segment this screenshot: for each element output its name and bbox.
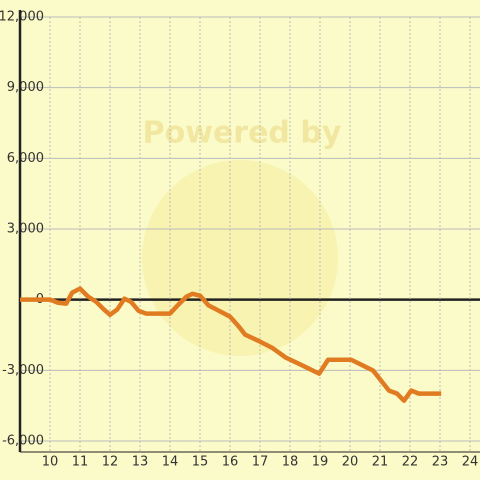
y-tick-label: 9,000	[7, 80, 44, 95]
x-tick-label: 16	[222, 455, 239, 470]
x-tick-label: 19	[312, 455, 329, 470]
line	[20, 286, 442, 403]
x-tick-label: 12	[102, 455, 119, 470]
y-tick-label: -3,000	[2, 363, 44, 378]
x-tick-label: 24	[462, 455, 479, 470]
x-tick-label: 11	[72, 455, 89, 470]
watermark: Powered by	[143, 116, 342, 151]
x-tick-label: 22	[402, 455, 419, 470]
y-tick-label: 6,000	[7, 151, 44, 166]
y-tick-label: -6,000	[2, 434, 44, 449]
y-tick-label: 3,000	[7, 222, 44, 237]
x-tick-label: 15	[192, 455, 209, 470]
x-tick-label: 21	[372, 455, 389, 470]
x-tick-label: 17	[252, 455, 269, 470]
x-tick-label: 23	[432, 455, 449, 470]
y-tick-label: 12,000	[0, 10, 44, 25]
x-tick-label: 13	[132, 455, 149, 470]
watermark-logo	[142, 160, 338, 356]
x-tick-label: 18	[282, 455, 299, 470]
x-tick-label: 10	[42, 455, 59, 470]
x-tick-label: 20	[342, 455, 359, 470]
x-tick-label: 14	[162, 455, 179, 470]
